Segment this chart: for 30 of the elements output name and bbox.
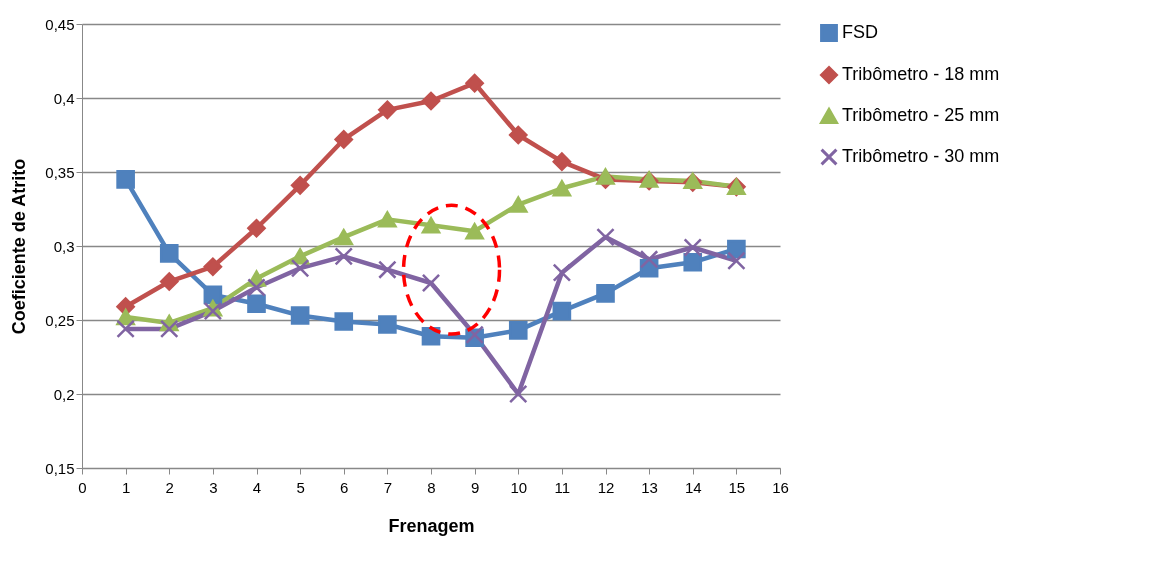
x-tick-label: 14	[684, 478, 702, 496]
x-tick-label: 7	[383, 478, 393, 496]
x-tick-label: 5	[296, 478, 305, 496]
x-tick-label: 3	[209, 478, 218, 496]
legend-label: FSD	[842, 22, 878, 42]
x-tick-label: 11	[554, 478, 571, 496]
legend-label: Tribômetro - 30 mm	[842, 146, 1000, 166]
x-tick-label: 12	[597, 478, 615, 496]
y-tick-label: 0,4	[53, 89, 75, 107]
x-tick-label: 9	[470, 478, 480, 496]
y-tick-label: 0,15	[45, 459, 75, 477]
x-tick-label: 8	[427, 478, 436, 496]
x-tick-label: 2	[165, 478, 174, 496]
x-tick-label: 16	[772, 478, 789, 496]
x-tick-label: 15	[728, 478, 746, 496]
x-tick-label: 6	[340, 478, 349, 496]
y-tick-label: 0,25	[45, 311, 75, 329]
y-tick-label: 0,45	[45, 15, 75, 33]
x-tick-label: 0	[78, 478, 87, 496]
legend-label: Tribômetro - 18 mm	[842, 64, 1000, 84]
x-tick-label: 13	[641, 478, 658, 496]
x-tick-label: 1	[121, 478, 131, 496]
x-tick-label: 10	[510, 478, 528, 496]
legend-label: Tribômetro - 25 mm	[842, 105, 1000, 125]
x-axis-title: Frenagem	[388, 515, 475, 536]
y-axis-title: Coeficiente de Atrito	[9, 158, 30, 335]
x-tick-label: 4	[252, 478, 262, 496]
y-tick-label: 0,3	[53, 237, 75, 255]
y-tick-label: 0,2	[53, 385, 75, 403]
y-tick-label: 0,35	[45, 163, 75, 181]
